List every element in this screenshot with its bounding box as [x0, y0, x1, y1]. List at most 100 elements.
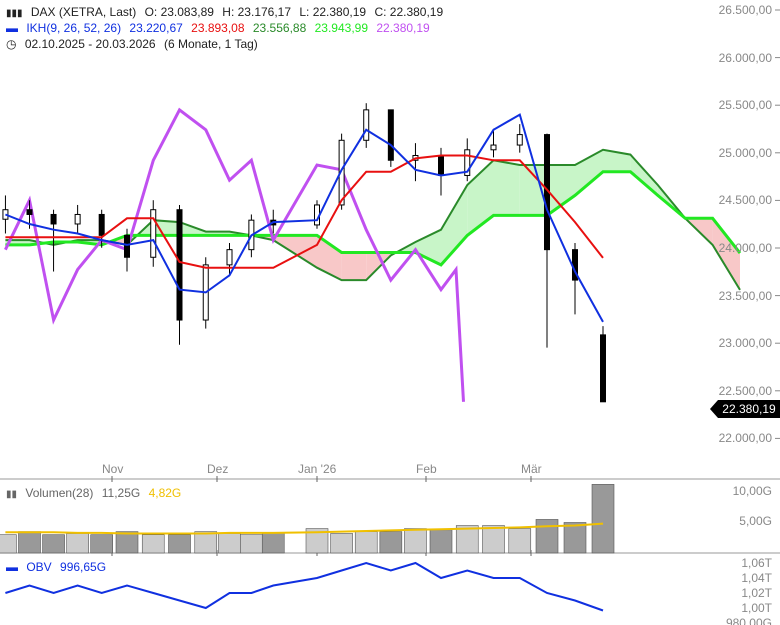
price-legend: ▮▮▮ DAX (XETRA, Last) O: 23.083,89 H: 23… [6, 5, 448, 21]
obv-axis-tick: 1,04T [741, 571, 772, 585]
obv-axis-tick: 1,06T [741, 556, 772, 570]
volume-bar [42, 534, 65, 554]
candle-body [226, 249, 233, 266]
price-axis-tick: 26.000,00 [718, 50, 772, 65]
candle-body [464, 149, 471, 176]
chikou-line [4, 107, 465, 402]
open-value: O: 23.083,89 [144, 5, 214, 19]
volume-bar [508, 528, 532, 554]
volume-bar [261, 532, 285, 554]
volume-bar [429, 529, 453, 554]
volume-legend[interactable]: ▮▮ Volumen(28) 11,25G 4,82G [6, 486, 186, 502]
volume-bar [591, 484, 615, 554]
obv-line [5, 561, 604, 612]
candle-body [98, 213, 105, 236]
cloud-segment [341, 252, 367, 281]
candle-body [516, 134, 523, 146]
price-axis-tick: 23.000,00 [718, 336, 772, 351]
cloud-segment [603, 149, 631, 172]
volume-bar [404, 528, 427, 554]
volume-bar [240, 534, 263, 554]
obv-axis-tick: 1,02T [741, 586, 772, 600]
volume-bar [379, 531, 403, 554]
candle-body [387, 109, 394, 161]
instrument-label: DAX (XETRA, Last) [30, 5, 137, 19]
obv-value: 996,65G [60, 560, 107, 574]
cloud-segment [415, 229, 441, 265]
volume-bar [330, 533, 353, 554]
month-mar: Mär [521, 462, 542, 476]
candle-body [26, 209, 33, 215]
candle-body [150, 209, 157, 258]
cloud-segment [519, 165, 547, 216]
candle-body [363, 109, 370, 141]
span-b-line [5, 170, 742, 267]
month-feb: Feb [416, 462, 437, 476]
cloud-segment [441, 184, 468, 265]
volume-bar [563, 522, 587, 554]
volume-bar [168, 534, 191, 554]
volume-bar [305, 528, 329, 554]
ikh-label: IKH(9, 26, 52, 26) [26, 21, 122, 35]
volume-bar [354, 531, 378, 554]
cloud-segment [153, 220, 180, 236]
candle-body [176, 209, 183, 321]
clock-icon: ◷ [6, 37, 17, 51]
kijun-value: 23.893,08 [191, 21, 245, 35]
volume-bar [455, 525, 479, 554]
candle-body [124, 234, 130, 258]
kijun-line [5, 154, 604, 269]
line-icon: ▬ [6, 560, 18, 574]
candle-body [438, 155, 444, 176]
low-value: L: 22.380,19 [299, 5, 367, 19]
volume-bar [535, 519, 559, 554]
volume-label: Volumen(28) [25, 486, 94, 500]
volume-value: 11,25G [101, 486, 141, 500]
range-legend: ◷ 02.10.2025 - 20.03.2026 (6 Monate, 1 T… [6, 37, 263, 51]
price-axis-tick: 24.000,00 [718, 241, 772, 255]
range-note: (6 Monate, 1 Tag) [163, 37, 258, 51]
obv-axis-tick: 980,00G [725, 616, 772, 625]
candle-body [490, 144, 497, 151]
bar-chart-icon: ▮▮ [6, 489, 18, 500]
volume-bar [90, 534, 113, 554]
price-axis-tick: 25.500,00 [718, 98, 772, 113]
volume-bar [218, 533, 241, 554]
volume-bar [66, 533, 89, 554]
volume-avg-value: 4,82G [148, 486, 182, 500]
obv-label: OBV [26, 560, 52, 574]
price-axis-tick: 23.500,00 [718, 288, 772, 303]
price-axis-tick: 22.000,00 [718, 431, 772, 446]
date-range: 02.10.2025 - 20.03.2026 [24, 37, 156, 51]
last-price-tag: 22.380,19 [710, 400, 780, 418]
line-icon: ▬ [6, 21, 18, 35]
candle-body [600, 334, 606, 403]
volume-bar [0, 534, 17, 554]
volume-avg-line [5, 522, 604, 535]
volume-axis-10g: 10,00G [732, 484, 772, 498]
tenkan-value: 23.220,67 [129, 21, 183, 35]
price-axis-tick: 24.500,00 [718, 193, 772, 208]
close-value: C: 22.380,19 [374, 5, 444, 19]
tenkan-line [5, 113, 604, 323]
month-dez: Dez [207, 462, 229, 476]
volume-bar [141, 534, 165, 554]
obv-axis-tick: 1,00T [741, 601, 772, 615]
ikh-legend[interactable]: ▬ IKH(9, 26, 52, 26) 23.220,67 23.893,08… [6, 21, 435, 35]
price-axis-tick: 26.500,00 [718, 3, 772, 17]
volume-axis-5g: 5,00G [739, 514, 772, 528]
cloud-segment [547, 165, 575, 216]
span-b-value: 23.943,99 [314, 21, 368, 35]
price-axis-tick: 25.000,00 [718, 145, 772, 160]
cloud-segment [493, 160, 520, 216]
cloud-segment [317, 235, 342, 281]
volume-bar [194, 531, 218, 554]
cloud-segment [630, 154, 658, 196]
cloud-segment [712, 218, 740, 290]
candle-body [50, 213, 57, 225]
month-jan: Jan '26 [298, 462, 337, 476]
obv-legend[interactable]: ▬ OBV 996,65G [6, 560, 111, 574]
volume-bar [18, 531, 41, 554]
